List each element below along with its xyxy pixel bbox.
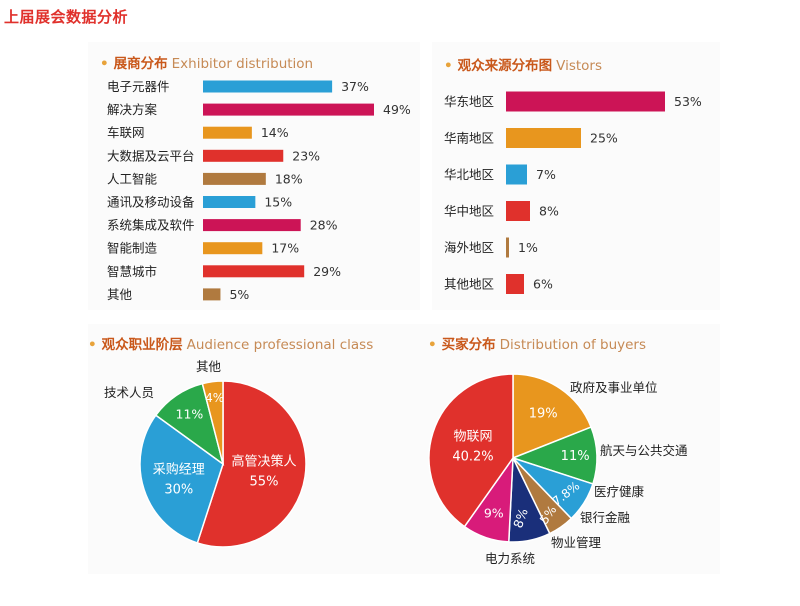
pie-slice (428, 373, 514, 528)
slice-category-label: 政府及事业单位 (570, 380, 658, 395)
slice-value-label: 4% (205, 391, 224, 405)
slice-category-label: 物联网 (453, 429, 492, 444)
slice-category-label: 银行金融 (580, 510, 631, 525)
buyers-title-zh: 买家分布 (441, 337, 496, 353)
visitors-title-en: Vistors (556, 58, 602, 74)
value-label: 29% (313, 264, 341, 279)
slice-value-label: 11% (561, 449, 590, 464)
category-label: 人工智能 (107, 171, 158, 186)
buyers-title-en: Distribution of buyers (499, 337, 646, 353)
bar (203, 288, 221, 301)
slice-value-label: 55% (250, 474, 279, 489)
value-label: 14% (261, 125, 289, 140)
bar (506, 91, 665, 112)
audience-title-zh: 观众职业阶层 (101, 337, 183, 353)
slice-category-label: 航天与公共交通 (600, 443, 688, 458)
bullet-dot-icon: • (88, 337, 97, 353)
bar (203, 126, 252, 139)
slice-value-label: 19% (529, 407, 558, 422)
value-label: 1% (518, 240, 538, 255)
exhibitor-title-en: Exhibitor distribution (171, 56, 314, 72)
category-label: 华南地区 (444, 131, 494, 146)
slice-category-label: 电力系统 (485, 551, 535, 566)
pie-slice (196, 380, 307, 548)
slice-value-label: 8% (510, 506, 531, 530)
category-label: 系统集成及软件 (107, 218, 195, 233)
slice-category-label: 医疗健康 (594, 484, 645, 499)
category-label: 通讯及移动设备 (107, 195, 195, 210)
category-label: 其他地区 (444, 277, 494, 292)
category-label: 华北地区 (444, 167, 494, 182)
value-label: 6% (533, 277, 553, 292)
value-label: 7% (536, 167, 556, 182)
value-label: 18% (275, 171, 303, 186)
category-label: 海外地区 (444, 240, 494, 255)
value-label: 25% (590, 131, 618, 146)
bar (506, 164, 527, 185)
visitors-heading: • 观众来源分布图 Vistors (444, 54, 602, 74)
category-label: 大数据及云平台 (107, 148, 195, 163)
bar (203, 103, 374, 116)
visitors-title-zh: 观众来源分布图 (457, 58, 553, 74)
slice-category-label: 采购经理 (153, 461, 205, 477)
bullet-dot-icon: • (428, 337, 437, 353)
bullet-dot-icon: • (444, 58, 453, 74)
value-label: 23% (292, 148, 320, 163)
bar (203, 80, 333, 93)
slice-value-label: 9% (484, 506, 504, 521)
audience-title-en: Audience professional class (186, 337, 374, 353)
slice-category-label: 高管决策人 (231, 453, 296, 469)
bar (203, 196, 256, 208)
category-label: 华中地区 (444, 204, 494, 219)
bullet-dot-icon: • (100, 56, 109, 72)
value-label: 49% (383, 102, 411, 117)
category-label: 华东地区 (444, 94, 494, 109)
value-label: 53% (674, 94, 702, 109)
bar (203, 219, 301, 232)
bar (506, 128, 581, 148)
slice-value-label: 11% (176, 407, 204, 422)
pie-slice (201, 380, 224, 465)
page-title: 上届展会数据分析 (4, 8, 129, 26)
value-label: 5% (229, 287, 249, 302)
slice-category-label: 其他 (196, 359, 222, 374)
category-label: 智能制造 (107, 241, 158, 256)
bar (203, 172, 266, 185)
value-label: 8% (539, 204, 559, 219)
value-label: 17% (271, 241, 299, 256)
exhibitor-title-zh: 展商分布 (113, 56, 168, 72)
audience-heading: • 观众职业阶层 Audience professional class (88, 333, 373, 353)
value-label: 15% (264, 195, 292, 210)
category-label: 电子元器件 (107, 79, 170, 94)
bar (203, 265, 305, 278)
category-label: 车联网 (107, 125, 145, 140)
value-label: 28% (310, 218, 338, 233)
pie-slice (139, 414, 224, 544)
value-label: 37% (341, 79, 369, 94)
pie-slice (512, 373, 593, 460)
exhibitor-heading: • 展商分布 Exhibitor distribution (100, 52, 313, 72)
slice-category-label: 物业管理 (551, 535, 602, 550)
slice-category-label: 技术人员 (104, 385, 154, 400)
visitors-panel (432, 42, 720, 310)
bar (506, 274, 524, 294)
slice-value-label: 40.2% (452, 449, 493, 464)
buyers-heading: • 买家分布 Distribution of buyers (428, 333, 646, 353)
category-label: 其他 (107, 287, 133, 302)
slice-value-label: 30% (164, 482, 193, 497)
bar (506, 237, 509, 258)
category-label: 智慧城市 (107, 264, 157, 279)
bar (506, 201, 530, 221)
bar (203, 149, 284, 162)
bar (203, 242, 263, 255)
category-label: 解决方案 (107, 102, 158, 117)
